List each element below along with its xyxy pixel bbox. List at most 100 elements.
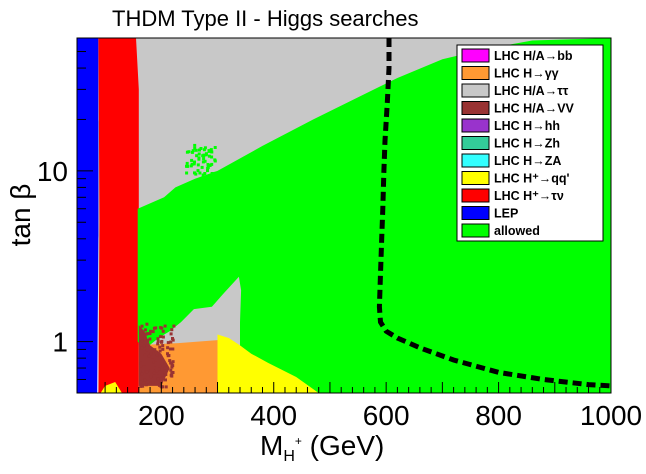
allowed-speckle — [204, 153, 208, 157]
legend-swatch-lhc-h-hh — [461, 118, 490, 133]
vv-speckle — [143, 378, 147, 382]
vv-speckle — [155, 367, 158, 370]
vv-speckle — [143, 362, 146, 366]
vv-speckle — [156, 342, 160, 346]
vv-speckle — [144, 381, 148, 385]
x-axis-label: MH+ (GeV) — [260, 430, 384, 465]
vv-speckle — [142, 333, 146, 337]
vv-speckle — [161, 385, 165, 389]
vv-speckle — [147, 354, 151, 358]
allowed-speckle — [190, 158, 194, 162]
allowed-speckle — [192, 162, 196, 166]
allowed-speckle — [185, 161, 189, 165]
y-tick-label: 1 — [52, 327, 68, 358]
allowed-speckle — [207, 154, 211, 158]
vv-speckle — [143, 338, 147, 342]
allowed-speckle — [203, 172, 207, 175]
allowed-speckle — [210, 172, 214, 175]
vv-speckle — [164, 378, 167, 382]
legend-swatch-lhc-h — [461, 188, 490, 203]
vv-speckle — [145, 322, 149, 326]
vv-speckle — [145, 332, 149, 336]
vv-speckle — [156, 337, 160, 341]
vv-speckle — [151, 358, 154, 362]
x-tick-label: 600 — [363, 400, 410, 431]
allowed-speckle — [200, 165, 204, 169]
allowed-speckle — [196, 169, 200, 173]
vv-speckle — [140, 324, 144, 328]
vv-speckle — [161, 373, 165, 377]
allowed-speckle — [213, 146, 217, 149]
vv-speckle — [166, 354, 170, 358]
vv-speckle — [139, 384, 143, 388]
allowed-speckle — [209, 148, 213, 152]
vv-speckle — [151, 330, 155, 334]
vv-speckle — [160, 340, 163, 344]
vv-speckle — [139, 361, 143, 365]
allowed-speckle — [189, 164, 193, 168]
vv-speckle — [166, 341, 170, 345]
vv-speckle — [143, 336, 147, 340]
allowed-speckle — [191, 149, 195, 153]
x-tick-label: 800 — [475, 400, 522, 431]
vv-speckle — [142, 344, 146, 348]
allowed-speckle — [210, 162, 214, 166]
vv-speckle — [146, 339, 150, 342]
allowed-speckle — [198, 171, 202, 175]
vv-speckle — [140, 339, 144, 343]
vv-speckle — [160, 372, 164, 376]
vv-speckle — [142, 381, 146, 385]
legend-swatch-lep — [461, 206, 490, 220]
vv-speckle — [161, 329, 165, 333]
vv-speckle — [155, 369, 159, 373]
legend-swatch-lhc-h-qq — [461, 171, 490, 185]
vv-speckle — [164, 373, 168, 376]
vv-speckle — [151, 381, 155, 385]
legend-label-lhc-h: LHC H⁺→τν — [494, 189, 564, 203]
vv-speckle — [152, 326, 156, 330]
vv-speckle — [141, 370, 145, 374]
vv-speckle — [148, 337, 152, 341]
vv-speckle — [164, 385, 168, 389]
legend-label-allowed: allowed — [494, 224, 540, 238]
allowed-speckle — [210, 155, 214, 159]
allowed-speckle — [197, 152, 201, 156]
vv-speckle — [145, 348, 149, 352]
vv-speckle — [169, 340, 173, 344]
vv-speckle — [172, 324, 176, 328]
vv-speckle — [154, 361, 158, 365]
vv-speckle — [163, 366, 167, 370]
legend-swatch-lhc-h-zh — [461, 136, 490, 150]
allowed-speckle — [206, 169, 209, 173]
allowed-speckle — [201, 154, 205, 158]
legend-swatch-lhc-h-a-bb — [461, 48, 490, 63]
vv-speckle — [166, 352, 169, 356]
region-lhc-h-qq — [217, 334, 319, 393]
vv-speckle — [145, 370, 149, 374]
legend-swatch-lhc-h-a — [461, 83, 490, 98]
vv-speckle — [160, 363, 164, 367]
vv-speckle — [156, 374, 160, 378]
vv-speckle — [168, 347, 172, 351]
vv-speckle — [139, 336, 142, 340]
plot-frame — [76, 37, 612, 394]
x-tick-label: 200 — [138, 400, 185, 431]
allowed-speckle — [193, 160, 196, 164]
legend-label-lhc-h-hh: LHC H→hh — [494, 119, 560, 133]
vv-speckle — [139, 380, 143, 384]
legend-label-lep: LEP — [494, 207, 518, 221]
allowed-speckle — [190, 162, 194, 166]
allowed-speckle — [208, 164, 212, 167]
allowed-speckle — [186, 164, 190, 168]
vv-speckle — [140, 346, 144, 350]
vv-speckle — [140, 372, 144, 376]
allowed-speckle — [190, 150, 194, 154]
allowed-speckle — [203, 146, 207, 150]
series-expected-limit — [376, 38, 611, 389]
vv-speckle — [158, 364, 162, 368]
vv-speckle — [161, 344, 165, 348]
vv-speckle — [139, 364, 143, 368]
x-tick-label: 1000 — [580, 400, 642, 431]
allowed-speckle — [185, 171, 189, 175]
vv-speckle — [159, 326, 163, 330]
